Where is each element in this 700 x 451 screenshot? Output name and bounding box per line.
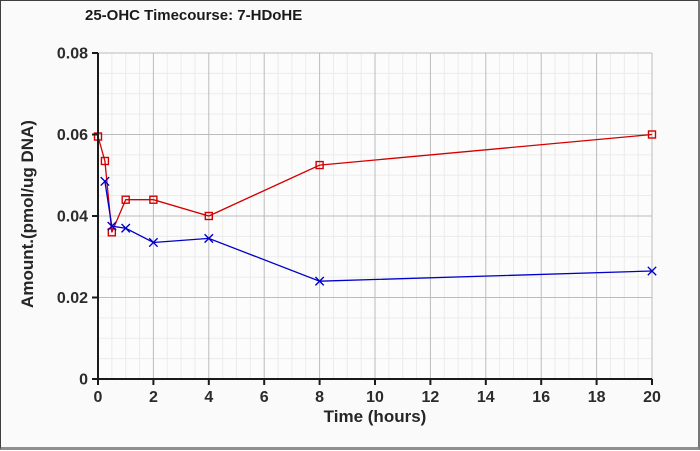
open-square-marker [121,195,130,204]
tick-label: 4 [204,389,213,406]
chart-title: 25-OHC Timecourse: 7-HDoHE [85,7,303,24]
tick-label: 0.04 [57,209,88,226]
tick-label: 0.08 [57,46,88,63]
tick-label: 0 [79,372,88,389]
axes [92,52,653,385]
open-square-marker [100,156,110,166]
tick-label: 10 [366,389,384,406]
tick-label: 18 [588,389,606,406]
tick-label: 0.06 [57,127,88,144]
open-square-marker [315,160,324,170]
tick-label: 14 [477,389,495,406]
blue-x-series [100,176,657,286]
x-axis-label: Time (hours) [323,407,427,426]
open-square-marker [204,211,214,221]
tick-label: 20 [643,389,661,406]
tick-label: 8 [315,389,324,406]
tick-label: 0 [94,389,103,406]
open-square-marker [107,228,117,237]
tick-label: 0.02 [57,290,88,307]
open-square-marker [647,130,657,139]
tick-label: 2 [149,389,158,406]
x-tick-labels: 0 2 4 6 8 10 12 14 16 18 20 [94,389,661,406]
major-gridlines [98,52,653,379]
tick-label: 6 [260,389,269,406]
tick-label: 12 [422,389,440,406]
y-tick-labels: 0 0.02 0.04 0.06 0.08 [57,46,88,389]
tick-label: 16 [532,389,550,406]
open-square-marker [149,195,158,204]
